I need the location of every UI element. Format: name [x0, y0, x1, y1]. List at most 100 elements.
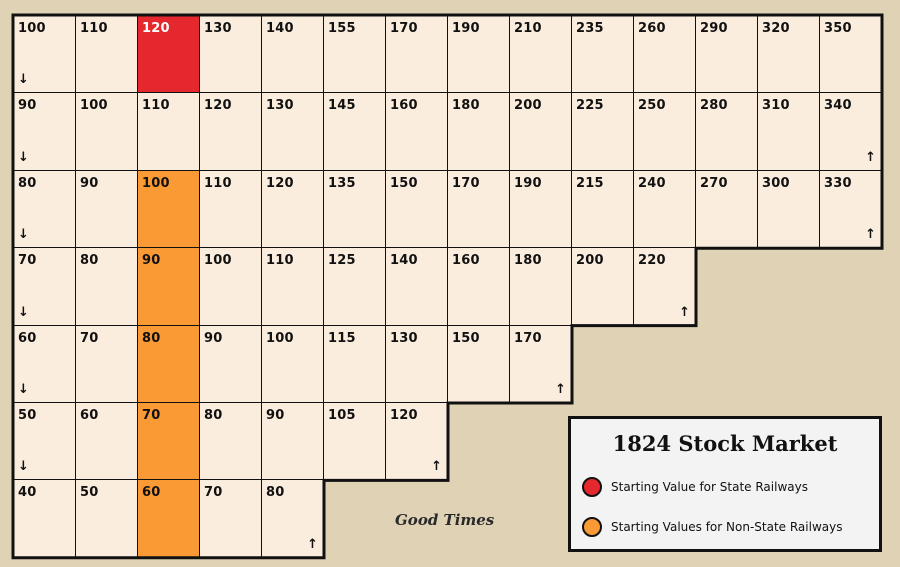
market-space-150-r2: 150	[385, 169, 448, 249]
legend-panel: 1824 Stock Market Starting Value for Sta…	[568, 416, 882, 552]
market-space-70-r5: 70	[137, 402, 200, 481]
space-value: 200	[514, 98, 542, 114]
space-value: 120	[204, 98, 232, 114]
legend-label-nonstate: Starting Values for Non-State Railways	[611, 520, 843, 534]
market-space-270-r2: 270	[695, 169, 758, 249]
market-space-90-r4: 90	[199, 324, 262, 403]
market-space-60-r6: 60	[137, 479, 200, 558]
space-value: 160	[452, 253, 480, 269]
market-space-115-r4: 115	[323, 324, 386, 403]
space-value: 60	[80, 408, 99, 423]
market-space-80-r5: 80	[199, 402, 262, 481]
market-space-80-r4: 80	[137, 324, 200, 403]
market-space-155-r0: 155	[323, 15, 386, 94]
market-space-110-r2: 110	[199, 169, 262, 249]
space-value: 250	[638, 98, 666, 114]
space-value: 125	[328, 253, 356, 269]
space-value: 100	[18, 21, 46, 36]
market-space-225-r1: 225	[571, 92, 634, 171]
market-space-80-r3: 80	[75, 247, 138, 326]
space-value: 60	[18, 330, 37, 346]
space-value: 150	[452, 330, 480, 346]
space-value: 240	[638, 175, 666, 191]
space-value: 60	[142, 485, 161, 501]
space-value: 100	[266, 330, 294, 346]
market-space-140-r3: 140	[385, 247, 448, 326]
market-space-260-r0: 260	[633, 15, 696, 94]
market-space-235-r0: 235	[571, 15, 634, 94]
market-space-80-r6: 80 ↑	[261, 479, 324, 558]
down-arrow-icon: ↓	[18, 72, 29, 88]
market-space-330-r2: 330 ↑	[819, 169, 882, 249]
space-value: 100	[80, 98, 108, 114]
market-space-210-r0: 210	[509, 15, 572, 94]
down-arrow-icon: ↓	[18, 149, 29, 165]
market-space-50-r6: 50	[75, 479, 138, 558]
market-space-60-r5: 60	[75, 402, 138, 481]
space-value: 100	[204, 253, 232, 269]
market-space-50-r5: 50 ↓	[13, 402, 76, 481]
space-value: 90	[142, 253, 161, 269]
legend-item-state: Starting Value for State Railways	[582, 475, 808, 499]
good-times-caption: Good Times	[395, 511, 495, 529]
market-space-110-r0: 110	[75, 15, 138, 94]
down-arrow-icon: ↓	[18, 304, 29, 320]
space-value: 130	[266, 98, 294, 114]
space-value: 140	[390, 253, 418, 269]
market-space-160-r1: 160	[385, 92, 448, 171]
market-space-100-r0: 100 ↓	[13, 15, 76, 94]
space-value: 290	[700, 21, 728, 36]
space-value: 110	[266, 253, 294, 269]
market-space-290-r0: 290	[695, 15, 758, 94]
market-space-90-r1: 90 ↓	[13, 92, 76, 171]
market-space-90-r5: 90	[261, 402, 324, 481]
market-space-150-r4: 150	[447, 324, 510, 403]
space-value: 270	[700, 175, 728, 191]
down-arrow-icon: ↓	[18, 459, 29, 475]
down-arrow-icon: ↓	[18, 227, 29, 243]
space-value: 70	[142, 408, 161, 423]
market-space-70-r3: 70 ↓	[13, 247, 76, 326]
space-value: 120	[142, 21, 170, 36]
space-value: 190	[514, 175, 542, 191]
market-space-110-r3: 110	[261, 247, 324, 326]
space-value: 110	[80, 21, 108, 36]
market-space-40-r6: 40	[13, 479, 76, 558]
market-space-340-r1: 340 ↑	[819, 92, 882, 171]
market-space-100-r4: 100	[261, 324, 324, 403]
market-space-130-r0: 130	[199, 15, 262, 94]
market-space-170-r2: 170	[447, 169, 510, 249]
space-value: 155	[328, 21, 356, 36]
space-value: 120	[390, 408, 418, 423]
space-value: 50	[80, 485, 99, 501]
space-value: 280	[700, 98, 728, 114]
space-value: 170	[514, 330, 542, 346]
space-value: 180	[514, 253, 542, 269]
market-space-105-r5: 105	[323, 402, 386, 481]
space-value: 90	[204, 330, 223, 346]
market-space-120-r2: 120	[261, 169, 324, 249]
market-space-140-r0: 140	[261, 15, 324, 94]
up-arrow-icon: ↑	[865, 227, 876, 243]
market-space-190-r0: 190	[447, 15, 510, 94]
space-value: 110	[142, 98, 170, 114]
red-circle-icon	[582, 477, 602, 497]
market-space-135-r2: 135	[323, 169, 386, 249]
market-space-130-r1: 130	[261, 92, 324, 171]
market-space-320-r0: 320	[757, 15, 820, 94]
space-value: 70	[18, 253, 37, 269]
space-value: 215	[576, 175, 604, 191]
market-space-100-r2: 100	[137, 169, 200, 249]
space-value: 160	[390, 98, 418, 114]
market-space-120-r1: 120	[199, 92, 262, 171]
space-value: 90	[18, 98, 37, 114]
space-value: 50	[18, 408, 37, 423]
market-space-145-r1: 145	[323, 92, 386, 171]
market-space-280-r1: 280	[695, 92, 758, 171]
up-arrow-icon: ↑	[865, 149, 876, 165]
market-space-120-r0: 120	[137, 15, 200, 94]
space-value: 135	[328, 175, 356, 191]
space-value: 170	[390, 21, 418, 36]
space-value: 130	[204, 21, 232, 36]
down-arrow-icon: ↓	[18, 381, 29, 397]
